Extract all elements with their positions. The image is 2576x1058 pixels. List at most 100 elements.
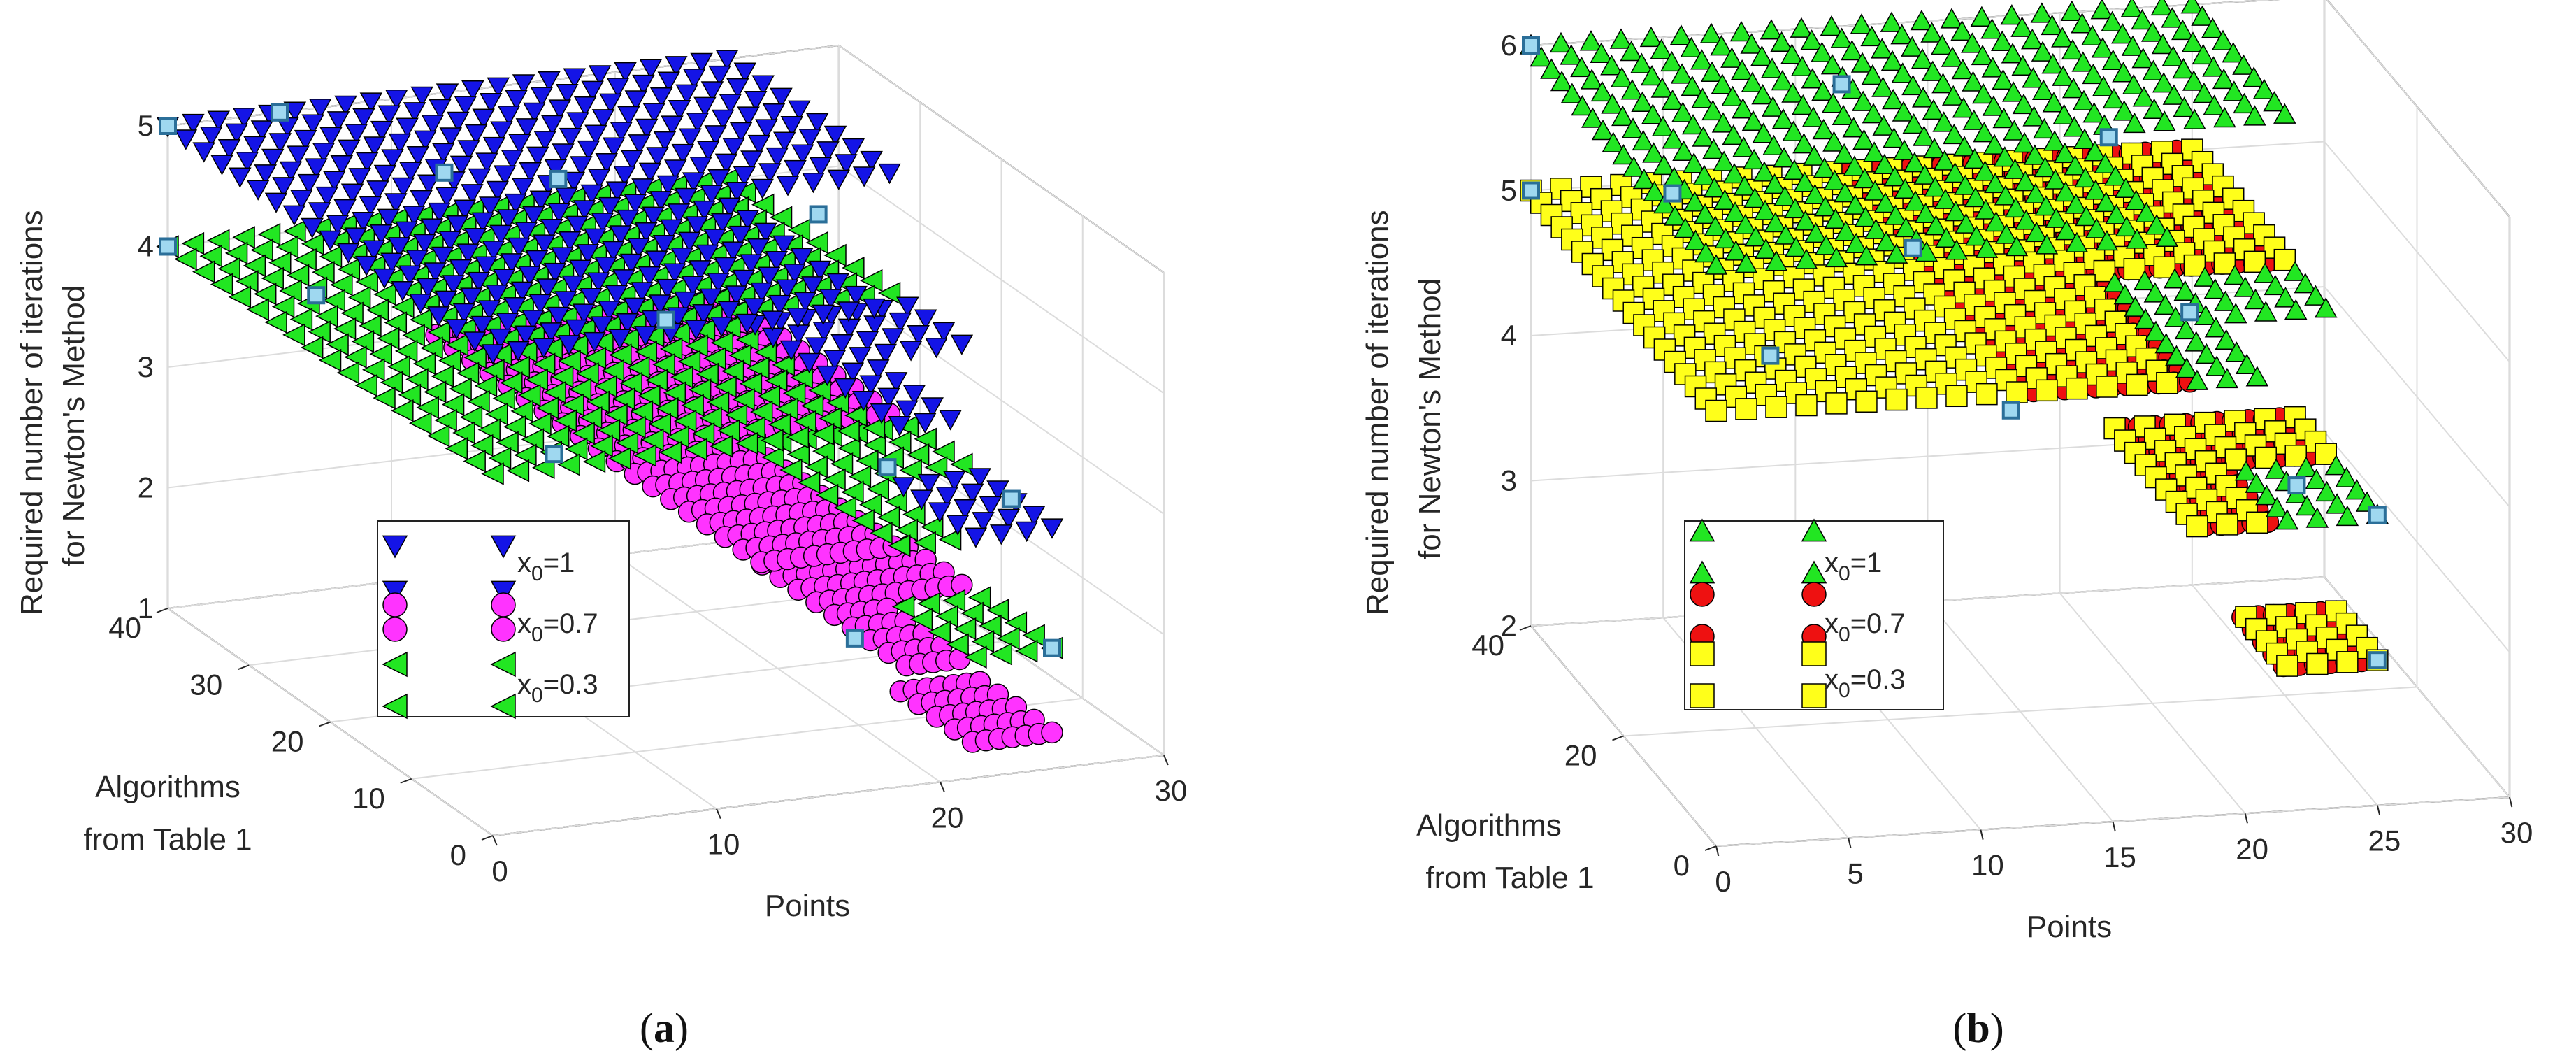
a-marker-s0-1-16 bbox=[217, 139, 241, 160]
b-marker-s0-8-3 bbox=[1914, 202, 1938, 224]
b-marker-s0-8-8 bbox=[1862, 141, 1886, 162]
a-series-0 bbox=[156, 50, 1064, 548]
b-xtick-label-2: 10 bbox=[1971, 849, 2004, 882]
a-marker-s0-10-16 bbox=[447, 111, 470, 133]
a-marker-s2-0-12 bbox=[264, 310, 287, 334]
b-marker-s0-14-16 bbox=[1961, 32, 1984, 53]
b-marker-s0-9-0 bbox=[1975, 237, 1999, 258]
b-legend-marker-1-a0 bbox=[1690, 582, 1715, 607]
a-marker-s2-15-6 bbox=[754, 341, 777, 364]
a-marker-s2-7-3 bbox=[605, 403, 628, 427]
b-marker-s0-9-9 bbox=[1883, 127, 1906, 148]
b-marker-s0-9-11 bbox=[1862, 103, 1885, 124]
b-marker-s0-14-5 bbox=[2074, 166, 2097, 188]
b-marker-s2-19-0 bbox=[2276, 655, 2298, 677]
a-marker-s2-1-2 bbox=[470, 434, 494, 457]
a-marker-s2-2-14 bbox=[279, 279, 302, 303]
b-marker-s0-19-10 bbox=[2173, 96, 2196, 117]
a-marker-s2-3-18 bbox=[232, 226, 255, 249]
panel-b-legend-label-1: x0=1 bbox=[1825, 548, 1882, 585]
a-marker-s0-11-4 bbox=[689, 260, 712, 281]
a-marker-s2-12-4 bbox=[714, 375, 737, 399]
a-grid-floor-y-0 bbox=[492, 755, 1165, 836]
panel-a-legend-label-2: x0=0.7 bbox=[517, 608, 598, 646]
b-marker-s0-16-10 bbox=[2082, 102, 2106, 123]
a-marker-s0-9-15 bbox=[439, 127, 463, 148]
a-marker-s0-15-13 bbox=[628, 134, 651, 155]
b-marker-s0-1-18 bbox=[1549, 31, 1573, 53]
a-marker-s0-11-14 bbox=[508, 134, 531, 155]
a-marker-s2-19-3 bbox=[909, 608, 933, 631]
a-highlight-point-0 bbox=[159, 117, 177, 135]
b-marker-s0-2-6 bbox=[1703, 177, 1726, 198]
b-marker-s2-17-0 bbox=[2216, 513, 2238, 536]
b-marker-s0-14-3 bbox=[2094, 191, 2118, 213]
b-marker-s0-5-4 bbox=[1813, 196, 1837, 217]
a-marker-s2-3-5 bbox=[467, 389, 490, 413]
a-marker-s0-21-15 bbox=[744, 90, 768, 112]
b-marker-s0-18-9 bbox=[2153, 110, 2176, 131]
b-marker-s0-0-9 bbox=[1612, 143, 1635, 165]
a-marker-s0-5-2 bbox=[572, 303, 596, 324]
b-marker-s0-15-0 bbox=[2155, 226, 2179, 247]
a-marker-s0-13-13 bbox=[577, 140, 600, 162]
a-marker-s0-7-15 bbox=[388, 133, 412, 155]
a-marker-s0-11-1 bbox=[742, 298, 766, 319]
a-marker-s2-5-5 bbox=[517, 384, 541, 407]
b-marker-s0-4-5 bbox=[1773, 185, 1797, 206]
a-marker-s0-16-12 bbox=[671, 143, 695, 165]
a-marker-s0-5-6 bbox=[500, 253, 524, 274]
a-marker-s0-2-12 bbox=[315, 186, 339, 208]
a-marker-s2-10-5 bbox=[645, 369, 668, 392]
b-marker-s0-6-13 bbox=[1751, 84, 1774, 105]
a-marker-s2-22-5 bbox=[950, 452, 973, 476]
b-marker-s0-18-4 bbox=[2204, 317, 2228, 338]
a-marker-s0-5-5 bbox=[518, 266, 541, 287]
b-marker-s0-0-2 bbox=[1684, 229, 1707, 250]
a-marker-s2-14-2 bbox=[800, 394, 824, 417]
b-marker-s0-15-15 bbox=[2001, 43, 2024, 64]
a-legend-marker-1-b1 bbox=[491, 617, 516, 642]
a-marker-s2-3-9 bbox=[394, 339, 418, 363]
a-marker-s0-13-6 bbox=[703, 229, 727, 250]
b-marker-s0-16-7 bbox=[2113, 284, 2137, 305]
b-marker-s0-10-16 bbox=[1841, 39, 1864, 61]
a-marker-s0-10-5 bbox=[645, 250, 668, 271]
b-marker-s0-6-7 bbox=[1813, 157, 1836, 178]
a-marker-s2-3-13 bbox=[322, 289, 346, 312]
b-marker-s0-10-10 bbox=[1902, 113, 1925, 134]
a-marker-s0-20-12 bbox=[772, 131, 796, 152]
a-marker-s2-1-5 bbox=[416, 396, 439, 420]
a-marker-s0-12-8 bbox=[642, 206, 665, 227]
b-marker-s0-5-12 bbox=[1732, 98, 1755, 119]
b-marker-s0-15-8 bbox=[2073, 128, 2096, 149]
b-marker-s0-4-11 bbox=[1711, 112, 1735, 133]
a-marker-s0-11-6 bbox=[652, 235, 676, 256]
b-marker-s0-4-15 bbox=[1670, 63, 1694, 84]
a-marker-s2-8-2 bbox=[648, 413, 671, 436]
a-marker-s0-15-11 bbox=[664, 159, 687, 180]
b-marker-s0-22-18 bbox=[2180, 0, 2204, 14]
b-marker-s0-17-15 bbox=[2061, 38, 2085, 60]
a-marker-s2-8-6 bbox=[576, 362, 599, 385]
a-marker-s0-3-14 bbox=[305, 158, 328, 179]
a-marker-s0-4-15 bbox=[312, 142, 336, 164]
a-marker-s0-1-3 bbox=[452, 303, 476, 324]
b-marker-s0-2-5 bbox=[1713, 189, 1736, 210]
b-marker-s0-0-12 bbox=[1581, 107, 1604, 128]
a-marker-s0-5-12 bbox=[391, 177, 415, 199]
b-marker-s0-14-11 bbox=[2012, 93, 2036, 115]
a-marker-s2-16-7 bbox=[761, 445, 784, 469]
a-marker-s0-22-9 bbox=[878, 163, 901, 185]
a-marker-s2-0-5 bbox=[391, 399, 414, 422]
a-marker-s2-2-15 bbox=[261, 266, 284, 290]
b-marker-s0-11-8 bbox=[1952, 136, 1976, 157]
b-marker-s0-2-15 bbox=[1610, 66, 1634, 87]
b-marker-s2-19-5 bbox=[2224, 448, 2247, 471]
a-marker-s2-3-8 bbox=[412, 352, 436, 376]
a-marker-s0-10-10 bbox=[555, 187, 578, 208]
a-marker-s2-1-6 bbox=[398, 383, 422, 407]
a-marker-s0-8-15 bbox=[414, 130, 437, 151]
b-marker-s0-14-8 bbox=[2043, 130, 2066, 151]
a-marker-s0-10-17 bbox=[429, 99, 452, 120]
